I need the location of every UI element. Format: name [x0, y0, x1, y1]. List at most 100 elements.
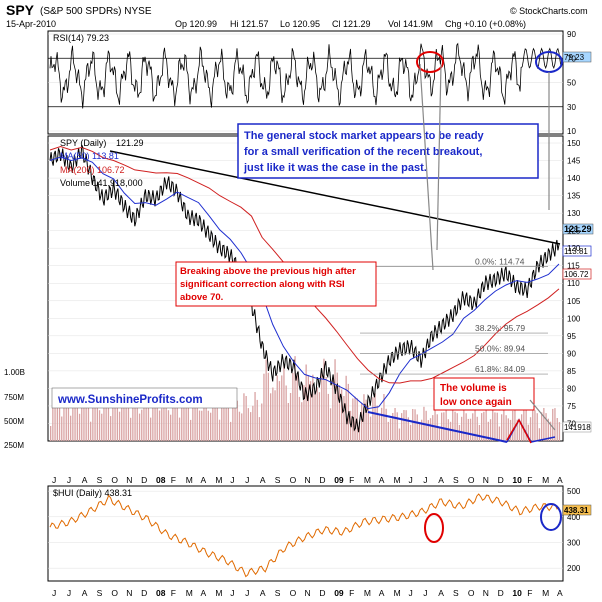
volume-bar — [409, 424, 412, 441]
volume-bar — [145, 401, 147, 441]
volume-bar — [110, 416, 112, 441]
volume-bar — [216, 397, 218, 441]
copyright-text: © StockCharts.com — [510, 6, 588, 16]
rsi-line — [49, 42, 562, 109]
fibonacci-label: 0.0%: 114.74 — [475, 257, 525, 267]
volume-bar — [196, 403, 198, 441]
volume-bar — [332, 378, 334, 441]
volume-bar — [285, 385, 287, 441]
volume-bar — [245, 396, 247, 441]
price-tick-label: 70 — [567, 419, 576, 428]
volume-bar — [205, 393, 207, 441]
x-tick-label: S — [275, 588, 281, 598]
volume-bar — [185, 398, 187, 441]
volume-bar — [118, 411, 121, 441]
volume-bar — [72, 408, 74, 441]
rsi-tick-label: 30 — [567, 103, 576, 112]
x-tick-label: A — [82, 588, 88, 598]
annotation-box-volume — [433, 377, 535, 411]
volume-bar — [525, 409, 527, 441]
volume-bar — [496, 412, 498, 441]
x-tick-label: A — [557, 475, 563, 485]
volume-bar — [414, 409, 416, 441]
volume-bar — [549, 421, 552, 441]
low-value: Lo 120.95 — [280, 19, 320, 29]
volume-bar — [363, 394, 365, 441]
website-link[interactable]: www.SunshineProfits.com — [57, 394, 203, 406]
volume-bar — [456, 413, 458, 441]
price-tick-label: 110 — [567, 279, 580, 288]
price-panel: 0.0%: 114.74 38.2%: 95.79 50.0%: 89.94 61.8… — [47, 63, 594, 444]
volume-bar — [152, 403, 154, 441]
price-tick-label: 140 — [567, 174, 581, 183]
x-tick-label: N — [126, 475, 132, 485]
volume-bar — [361, 403, 363, 441]
volume-trendline-left — [367, 411, 508, 443]
blue-circle-hui — [540, 503, 562, 531]
volume-bar — [270, 393, 272, 441]
volume-bar — [303, 385, 305, 441]
volume-bar — [532, 410, 534, 441]
volume-bar — [87, 402, 90, 441]
volume-bar — [327, 393, 329, 441]
chart-date: 15-Apr-2010 — [6, 19, 56, 29]
volume-bar — [452, 408, 454, 441]
rsi-tick-label: 70 — [567, 54, 576, 63]
volume-bar — [321, 372, 323, 441]
volume-bar — [323, 358, 325, 441]
volume-bar — [501, 414, 503, 441]
volume-bar — [412, 409, 414, 441]
volume-bar — [541, 412, 543, 441]
volume-bar — [258, 417, 261, 441]
volume-bar — [230, 421, 232, 441]
volume-bar — [381, 407, 383, 441]
x-tick-label: S — [453, 588, 459, 598]
price-tick-label: 105 — [567, 297, 581, 306]
volume-bar — [478, 425, 481, 441]
volume-bar — [214, 394, 216, 441]
x-tick-label: J — [67, 475, 71, 485]
ma200-last-label: 106.72 — [564, 270, 589, 279]
volume-bar — [434, 406, 436, 441]
volume-bar — [396, 412, 398, 441]
volume-bar — [170, 414, 172, 441]
volume-bar — [476, 416, 478, 441]
x-tick-label: 09 — [334, 588, 344, 598]
volume-bar — [265, 359, 267, 441]
volume-bar — [50, 426, 52, 441]
volume-bar — [429, 418, 432, 441]
volume-bar — [492, 408, 494, 441]
volume-bar — [307, 375, 309, 441]
volume-bar — [158, 410, 161, 441]
volume-bar — [512, 410, 514, 441]
spy-legend-value: 121.29 — [116, 138, 144, 148]
volume-bar — [278, 381, 281, 441]
volume-bar — [487, 421, 489, 441]
rsi-tick-label: 90 — [567, 30, 576, 39]
volume-bar — [454, 411, 456, 441]
volume-bar — [252, 405, 254, 441]
x-tick-label: A — [260, 475, 266, 485]
volume-bar — [103, 393, 105, 441]
volume-bar — [474, 406, 476, 441]
x-tick-label: O — [468, 475, 475, 485]
volume-bar — [389, 418, 392, 441]
fibonacci-label: 61.8%: 84.09 — [475, 364, 525, 374]
volume-bar — [283, 364, 285, 441]
rsi-last-label: 79.23 — [564, 53, 585, 62]
volume-bar — [467, 418, 469, 441]
arrow-volume — [529, 399, 556, 431]
x-tick-label: D — [319, 588, 325, 598]
rsi-panel: RSI(14) 79.23 79.23 — [47, 30, 592, 135]
volume-bar — [485, 408, 487, 441]
volume-tick-label: 250M — [4, 441, 24, 450]
volume-bar — [61, 416, 63, 441]
volume-bar — [58, 407, 61, 441]
hui-tick-label: 500 — [567, 487, 581, 496]
x-tick-label: J — [245, 475, 249, 485]
x-tick-label: F — [171, 588, 176, 598]
volume-bar — [305, 364, 307, 441]
volume-bar — [234, 395, 236, 441]
volume-bar — [223, 397, 225, 441]
volume-bar — [156, 404, 158, 441]
